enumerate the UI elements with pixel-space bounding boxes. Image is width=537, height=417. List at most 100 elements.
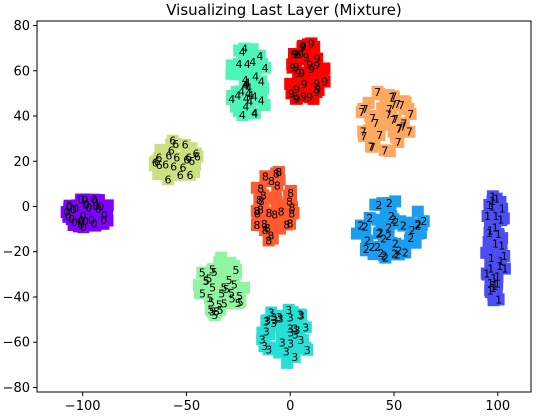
data-point [259, 170, 272, 183]
point-label: 0 [92, 196, 99, 209]
point-label: 4 [238, 85, 245, 98]
point-label: 3 [287, 312, 294, 325]
x-tick-label: 100 [485, 399, 510, 414]
point-label: 9 [297, 48, 304, 61]
point-label: 2 [420, 215, 427, 228]
y-tick-label: −80 [3, 381, 30, 396]
point-label: 3 [270, 311, 277, 324]
point-label: 7 [385, 109, 392, 122]
data-point [250, 181, 263, 194]
point-label: 3 [279, 336, 286, 349]
point-label: 8 [286, 196, 293, 209]
point-label: 1 [492, 221, 499, 234]
data-point [205, 296, 218, 309]
data-point [496, 232, 509, 245]
point-label: 2 [382, 252, 389, 265]
point-label: 8 [253, 205, 260, 218]
point-label: 1 [488, 252, 495, 265]
point-label: 7 [362, 103, 369, 116]
point-label: 8 [287, 218, 294, 231]
point-label: 0 [83, 198, 90, 211]
y-tick-label: 60 [13, 64, 30, 79]
point-label: 4 [251, 107, 258, 120]
point-label: 1 [489, 190, 496, 203]
point-label: 5 [211, 266, 218, 279]
data-point [382, 89, 395, 102]
point-label: 2 [376, 227, 383, 240]
point-label: 6 [180, 161, 187, 174]
point-label: 6 [152, 156, 159, 169]
point-label: 9 [321, 76, 328, 89]
point-label: 2 [392, 238, 399, 251]
data-point [225, 284, 238, 297]
point-label: 3 [298, 309, 305, 322]
data-point [391, 248, 404, 261]
data-point [493, 259, 506, 272]
point-label: 2 [409, 224, 416, 237]
data-point [365, 140, 377, 153]
point-label: 5 [209, 281, 216, 294]
point-label: 4 [242, 78, 249, 91]
point-label: 1 [484, 210, 491, 223]
point-label: 8 [266, 207, 273, 220]
point-label: 3 [265, 343, 272, 356]
data-point [230, 263, 242, 276]
point-label: 0 [66, 202, 73, 215]
data-point [480, 246, 493, 259]
points-layer [60, 37, 511, 369]
point-label: 2 [377, 247, 384, 260]
point-label: 9 [299, 41, 306, 54]
data-point [373, 88, 386, 100]
point-label: 0 [65, 211, 72, 224]
point-label: 6 [187, 169, 194, 182]
point-label: 0 [71, 216, 78, 229]
point-label: 5 [233, 264, 240, 277]
point-label: 0 [85, 202, 92, 215]
point-label: 7 [390, 114, 397, 127]
point-label: 2 [385, 221, 392, 234]
point-label: 6 [183, 154, 190, 167]
data-point [378, 118, 391, 131]
point-label: 6 [177, 169, 184, 182]
point-label: 2 [402, 247, 409, 260]
x-axis: −100 −50 0 50 100 [65, 392, 510, 414]
point-label: 1 [487, 224, 494, 237]
data-point [179, 138, 192, 151]
data-point [394, 215, 406, 228]
point-label: 0 [91, 194, 98, 207]
point-label: 0 [70, 204, 77, 217]
point-label: 2 [390, 213, 397, 226]
y-axis: −80 −60 −40 −20 0 20 40 60 80 [3, 19, 37, 396]
data-point [393, 121, 406, 134]
data-point [182, 151, 195, 164]
point-label: 6 [162, 158, 169, 171]
point-label: 7 [388, 91, 395, 104]
data-point [254, 203, 267, 216]
data-point [219, 257, 232, 270]
point-label: 3 [297, 334, 304, 347]
point-label: 9 [293, 93, 300, 106]
data-point [262, 343, 275, 356]
point-label: 5 [236, 290, 243, 303]
point-label: 3 [276, 311, 283, 324]
x-tick-label: −50 [173, 399, 200, 414]
point-label: 7 [386, 103, 393, 116]
point-label: 1 [489, 201, 496, 214]
point-label: 4 [236, 58, 243, 71]
point-label: 1 [494, 278, 501, 291]
point-label: 0 [66, 200, 73, 213]
point-label: 1 [499, 203, 506, 216]
point-label: 9 [300, 40, 307, 53]
point-label: 5 [207, 292, 214, 305]
point-label: 4 [247, 89, 254, 102]
point-label: 9 [292, 48, 299, 61]
point-label: 3 [287, 323, 294, 336]
point-label: 3 [270, 317, 277, 330]
data-point [383, 197, 396, 210]
data-point [260, 223, 273, 236]
point-label: 8 [268, 175, 275, 188]
y-tick-label: 20 [13, 155, 30, 170]
point-label: 8 [275, 166, 282, 179]
